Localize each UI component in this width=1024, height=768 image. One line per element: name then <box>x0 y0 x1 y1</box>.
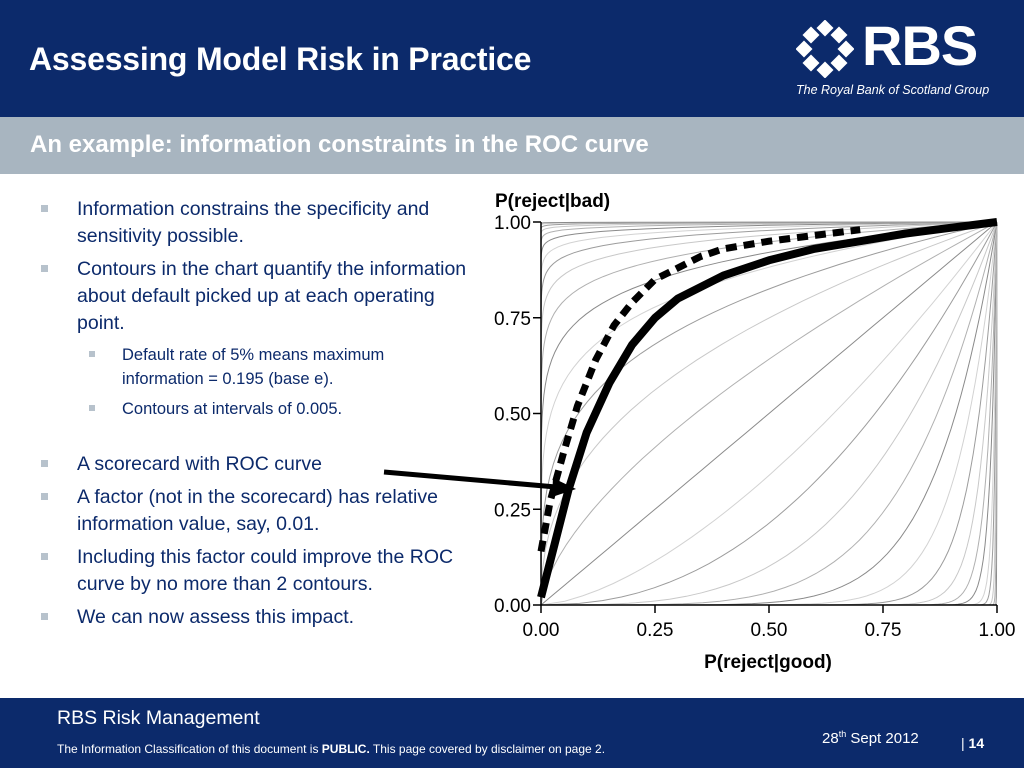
footer-department: RBS Risk Management <box>57 707 260 729</box>
y-tick-label: 0.75 <box>494 309 531 330</box>
classification-prefix: The Information Classification of this d… <box>57 742 322 756</box>
x-tick-label: 0.75 <box>865 620 902 641</box>
contour-line <box>540 221 998 605</box>
subheader-band: An example: information constraints in t… <box>0 117 1024 174</box>
footer-band: RBS Risk Management The Information Clas… <box>0 698 1024 768</box>
bullet-item: Including this factor could improve the … <box>40 544 470 598</box>
contour-line <box>540 221 998 606</box>
footer-classification: The Information Classification of this d… <box>57 742 605 756</box>
header-band: Assessing Model Risk in Practice RBS The… <box>0 0 1024 117</box>
classification-suffix: This page covered by disclaimer on page … <box>369 742 606 756</box>
spacer <box>40 427 470 451</box>
scorecard-roc-curve <box>537 218 998 599</box>
date-day: 28 <box>822 730 839 747</box>
y-tick-label: 0.50 <box>494 405 531 426</box>
y-axis-label: P(reject|bad) <box>495 191 610 212</box>
page-separator: | <box>961 735 965 751</box>
x-tick-label: 0.50 <box>751 620 788 641</box>
rbs-daisywheel-icon <box>796 20 854 78</box>
contour-line <box>540 221 998 606</box>
y-tick-label: 1.00 <box>494 213 531 234</box>
x-tick-label: 0.00 <box>523 620 560 641</box>
sub-bullet-item: Contours at intervals of 0.005. <box>85 397 470 421</box>
bullet-list: Information constrains the specificity a… <box>40 196 470 637</box>
contour-line <box>540 221 998 606</box>
contour-line <box>540 221 998 606</box>
contour-line <box>541 221 998 606</box>
contour-line <box>540 221 998 606</box>
slide-subtitle: An example: information constraints in t… <box>30 131 649 158</box>
y-tick-label: 0.00 <box>494 596 531 617</box>
page-number-value: 14 <box>968 735 985 751</box>
bullet-item: We can now assess this impact. <box>40 604 470 631</box>
page-number: | 14 <box>961 735 984 751</box>
date-suffix: th <box>838 729 847 739</box>
y-tick-label: 0.25 <box>494 500 531 521</box>
bullet-item: A scorecard with ROC curve <box>40 451 470 478</box>
contour-line <box>540 221 998 606</box>
rbs-logo: RBS The Royal Bank of Scotland Group <box>796 14 996 102</box>
roc-chart: 0.00 0.25 0.50 0.75 1.00 0.00 0.25 0.50 0.75 1.00… <box>494 191 1015 673</box>
logo-wordmark: RBS <box>862 14 978 77</box>
logo-tagline: The Royal Bank of Scotland Group <box>796 83 990 97</box>
chart-axes: 0.00 0.25 0.50 0.75 1.00 0.00 0.25 0.50 0.75 1.00 <box>494 213 1015 641</box>
footer-date: 28th Sept 2012 <box>822 729 919 747</box>
contour-line <box>540 221 998 606</box>
roc-series <box>537 218 998 599</box>
page-title: Assessing Model Risk in Practice <box>29 41 532 77</box>
sub-bullet-item: Default rate of 5% means maximum informa… <box>85 343 470 391</box>
bullet-item: Information constrains the specificity a… <box>40 196 470 250</box>
bullet-item: Contours in the chart quantify the infor… <box>40 256 470 337</box>
x-tick-label: 1.00 <box>979 620 1016 641</box>
bullet-item: A factor (not in the scorecard) has rela… <box>40 484 470 538</box>
x-tick-label: 0.25 <box>637 620 674 641</box>
dashed-roc-curve <box>537 226 861 553</box>
information-contours <box>540 221 998 606</box>
date-rest: Sept 2012 <box>846 730 919 747</box>
contour-line <box>540 221 998 606</box>
x-axis-label: P(reject|good) <box>704 652 832 673</box>
contour-line <box>541 221 998 606</box>
classification-level: PUBLIC. <box>321 742 370 756</box>
contour-line <box>540 221 998 605</box>
